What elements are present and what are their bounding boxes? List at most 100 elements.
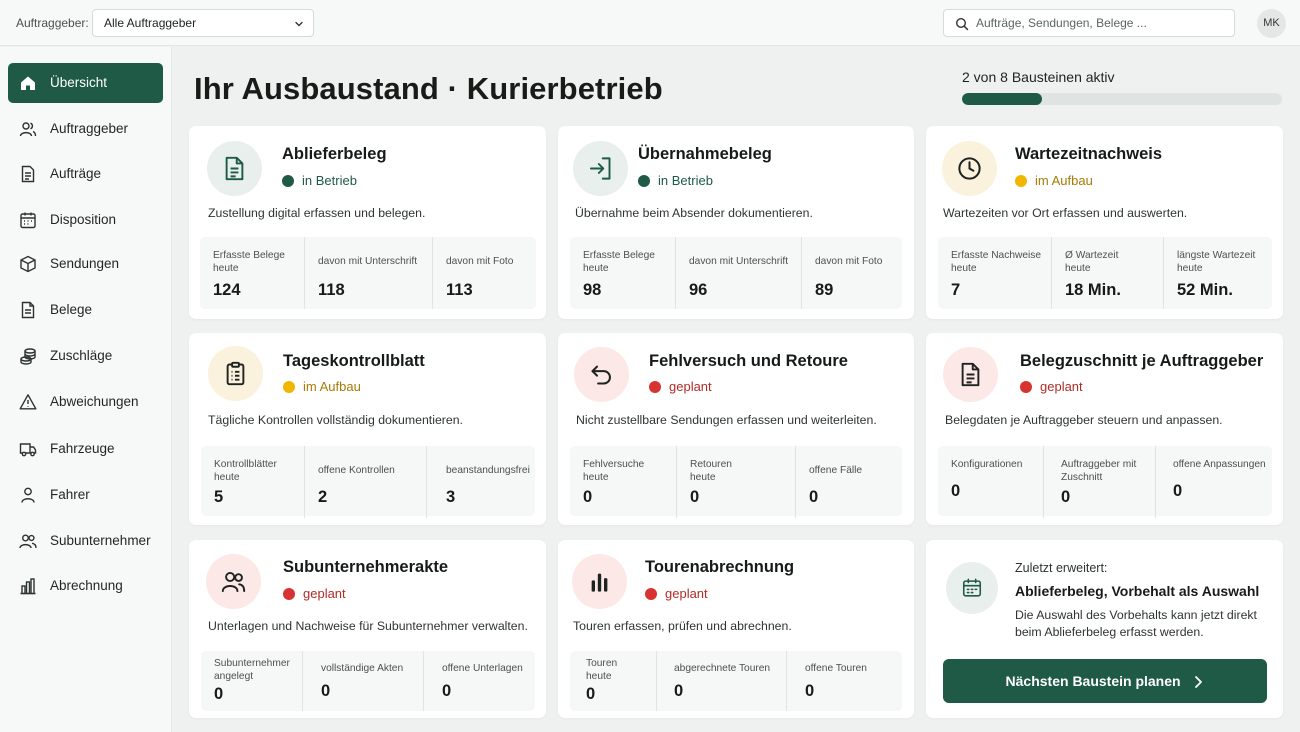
module-status: geplant [645, 586, 708, 601]
stat-item: Retouren heute 0 [676, 446, 795, 518]
last-extended-label: Zuletzt erweitert: [1015, 561, 1108, 575]
stat-label: davon mit Foto [815, 256, 883, 267]
module-icon [207, 141, 262, 196]
last-extended-title: Ablieferbeleg, Vorbehalt als Auswahl [1015, 583, 1260, 599]
search-box[interactable] [943, 9, 1235, 37]
module-card-tageskontrollblatt[interactable]: Tageskontrollblatt im Aufbau Tägliche Ko… [189, 333, 546, 525]
sidebar-item-subunternehmer[interactable]: Subunternehmer [8, 521, 163, 561]
module-card-belegzuschnitt[interactable]: Belegzuschnitt je Auftraggeber geplant B… [926, 333, 1283, 525]
stat-value: 0 [1061, 488, 1071, 506]
stat-value: 0 [1173, 482, 1183, 500]
sidebar-item-zuschlaege[interactable]: Zuschläge [8, 336, 163, 376]
stat-label: längste Wartezeit heute [1177, 250, 1256, 274]
stat-label: Erfasste Belege heute [583, 250, 655, 274]
module-stats: Erfasste Nachweise heute 7 Ø Wartezeit he… [938, 237, 1272, 309]
stat-value: 0 [674, 682, 684, 700]
stat-value: 7 [951, 281, 961, 299]
status-dot [283, 588, 295, 600]
return-arrow-icon [591, 365, 611, 385]
module-card-subunternehmerakte[interactable]: Subunternehmerakte geplant Unterlagen un… [189, 540, 546, 718]
stat-label: vollständige Akten [321, 663, 404, 674]
module-card-tourenabrechnung[interactable]: Tourenabrechnung geplant Touren erfassen… [558, 540, 914, 718]
module-status: in Betrieb [282, 173, 357, 188]
sidebar-item-label: Belege [50, 302, 93, 317]
top-bar: Auftraggeber: Alle Auftraggeber MK [0, 0, 1300, 46]
user-avatar[interactable]: MK [1257, 9, 1286, 38]
status-label: geplant [303, 586, 346, 601]
stat-item: offene Kontrollen 2 [304, 446, 426, 518]
stat-label: abgerechnete Touren [674, 663, 771, 674]
stat-label: Erfasste Nachweise heute [951, 250, 1042, 274]
progress-text: 2 von 8 Bausteinen aktiv [962, 69, 1115, 85]
stat-item: Ø Wartezeit heute 18 Min. [1051, 237, 1163, 309]
module-title: Ablieferbeleg [282, 145, 387, 163]
stat-item: Fehlversuche heute 0 [570, 446, 676, 518]
search-input[interactable] [976, 14, 1226, 32]
coins-icon [20, 348, 36, 365]
stat-value: 18 Min. [1065, 281, 1121, 299]
sidebar-item-sendungen[interactable]: Sendungen [8, 244, 163, 284]
progress-fill [962, 93, 1042, 105]
page-title: Ihr Ausbaustand · Kurierbetrieb [194, 71, 663, 106]
stat-item: Erfasste Belege heute 98 [570, 237, 675, 309]
module-card-wartezeitnachweis[interactable]: Wartezeitnachweis im Aufbau Wartezeiten … [926, 126, 1283, 319]
sidebar-item-label: Aufträge [50, 166, 102, 181]
stat-item: offene Fälle 0 [795, 446, 902, 518]
stat-label: offene Unterlagen [442, 663, 523, 674]
module-description: Tägliche Kontrollen vollständig dokument… [208, 413, 463, 427]
stat-item: Konfigurationen 0 [938, 446, 1043, 518]
sidebar-item-auftraege[interactable]: Aufträge [8, 154, 163, 194]
stat-value: 5 [214, 488, 224, 506]
stat-value: 3 [446, 488, 456, 506]
module-card-uebernahmebeleg[interactable]: Übernahmebeleg in Betrieb Übernahme beim… [558, 126, 914, 319]
users-icon [19, 122, 37, 137]
status-label: in Betrieb [658, 173, 713, 188]
sidebar-item-abrechnung[interactable]: Abrechnung [8, 566, 163, 606]
sidebar-item-fahrzeuge[interactable]: Fahrzeuge [8, 429, 163, 469]
status-label: im Aufbau [303, 379, 361, 394]
module-title: Belegzuschnitt je Auftraggeber [1020, 352, 1264, 370]
stat-value: 0 [442, 682, 452, 700]
module-title: Übernahmebeleg [638, 145, 772, 163]
status-dot [649, 381, 661, 393]
group-icon [221, 571, 246, 593]
stat-item: davon mit Unterschrift 96 [675, 237, 801, 309]
stat-item: Erfasste Belege heute 124 [200, 237, 304, 309]
stat-label: davon mit Unterschrift [689, 256, 789, 267]
plan-next-module-button[interactable]: Nächsten Baustein planen [943, 659, 1267, 703]
sidebar-item-fahrer[interactable]: Fahrer [8, 475, 163, 515]
stat-label: offene Fälle [809, 465, 863, 476]
stat-label: Auftraggeber mit Zuschnitt [1061, 459, 1137, 483]
status-dot [645, 588, 657, 600]
plan-button-label: Nächsten Baustein planen [1005, 673, 1181, 689]
module-stats: Konfigurationen 0 Auftraggeber mit Zuschn… [938, 446, 1272, 518]
module-card-ablieferbeleg[interactable]: Ablieferbeleg in Betrieb Zustellung digi… [189, 126, 546, 319]
module-status: im Aufbau [283, 379, 361, 394]
stat-value: 0 [805, 682, 815, 700]
stat-item: vollständige Akten 0 [302, 651, 423, 711]
sidebar-item-label: Übersicht [50, 75, 108, 90]
module-stats: Kontrollblätter heute 5 offene Kontrollen… [201, 446, 535, 518]
sidebar-item-uebersicht[interactable]: Übersicht [8, 63, 163, 103]
sidebar-item-abweichungen[interactable]: Abweichungen [8, 382, 163, 422]
home-icon [21, 76, 35, 90]
client-filter-select[interactable]: Alle Auftraggeber [92, 9, 314, 37]
client-filter-label: Auftraggeber: [16, 16, 89, 30]
stat-label: Ø Wartezeit heute [1065, 250, 1119, 274]
stat-item: davon mit Unterschrift 118 [304, 237, 432, 309]
sidebar: Übersicht Auftraggeber Aufträge Disposit… [0, 47, 172, 732]
status-label: im Aufbau [1035, 173, 1093, 188]
last-extended-card: Zuletzt erweitert: Ablieferbeleg, Vorbeh… [926, 540, 1283, 718]
module-status: in Betrieb [638, 173, 713, 188]
module-description: Nicht zustellbare Sendungen erfassen und… [576, 413, 877, 427]
sidebar-item-auftraggeber[interactable]: Auftraggeber [8, 109, 163, 149]
module-icon [206, 554, 261, 609]
module-card-fehlversuch-retoure[interactable]: Fehlversuch und Retoure geplant Nicht zu… [558, 333, 914, 525]
stat-label: Subunternehmer angelegt [214, 658, 290, 682]
module-stats: Touren heute 0 abgerechnete Touren 0 offen… [570, 651, 902, 711]
sidebar-item-belege[interactable]: Belege [8, 290, 163, 330]
stat-value: 0 [809, 488, 819, 506]
sidebar-item-disposition[interactable]: Disposition [8, 200, 163, 240]
stat-item: längste Wartezeit heute 52 Min. [1163, 237, 1272, 309]
stat-value: 98 [583, 281, 602, 299]
